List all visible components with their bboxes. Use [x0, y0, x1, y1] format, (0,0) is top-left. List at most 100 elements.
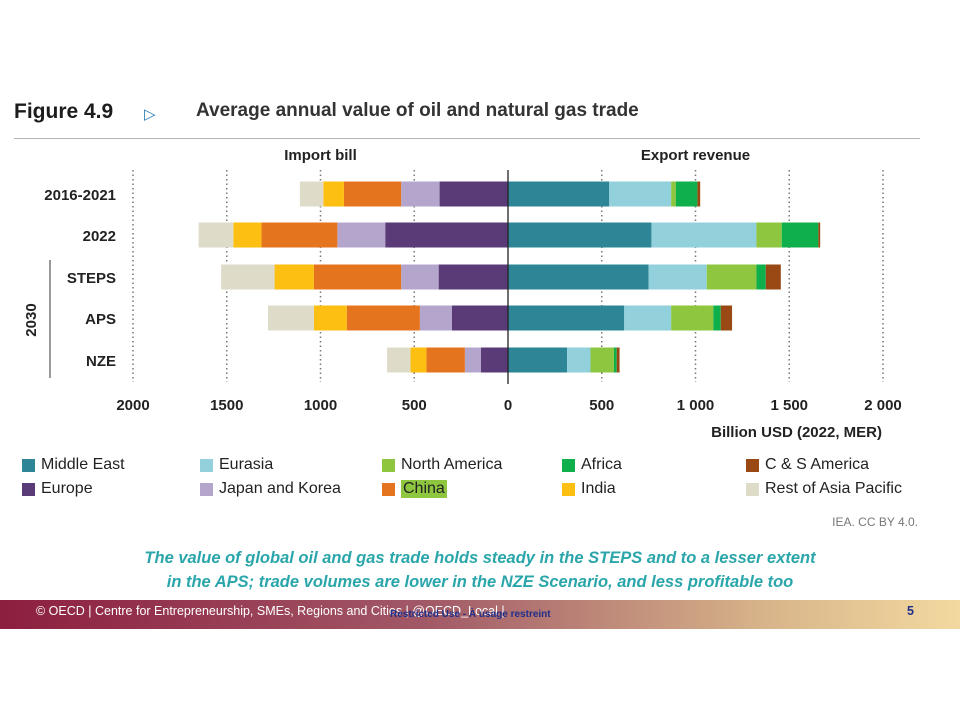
- x-tick-label: 1500: [210, 397, 243, 414]
- bar-import-china: [313, 264, 402, 290]
- legend-item-europe: Europe: [22, 480, 93, 498]
- figure-header: Figure 4.9 ▷ Average annual value of oil…: [14, 98, 920, 139]
- footer-classification: Restricted Use - À usage restreint: [390, 609, 551, 620]
- bar-export-eurasia: [648, 264, 707, 290]
- bar-import-europe: [439, 181, 508, 207]
- bar-export-middle-east: [508, 305, 625, 331]
- bar-export-north-america: [671, 305, 714, 331]
- bar-import-japan-and-korea: [419, 305, 452, 331]
- bar-export-c-s-america: [818, 222, 821, 248]
- bar-import-rest-of-asia-pacific: [198, 222, 234, 248]
- bar-import-japan-and-korea: [401, 264, 439, 290]
- category-label: APS: [85, 311, 116, 328]
- bar-export-c-s-america: [697, 181, 701, 207]
- legend-label: Eurasia: [219, 456, 274, 473]
- legend-label: North America: [401, 456, 503, 473]
- page-number: 5: [907, 604, 914, 618]
- legend-label: Rest of Asia Pacific: [765, 480, 902, 497]
- legend-item-middle-east: Middle East: [22, 456, 125, 474]
- x-tick-label: 500: [402, 397, 427, 414]
- bar-import-india: [274, 264, 314, 290]
- x-tick-label: 1000: [304, 397, 337, 414]
- bar-import-europe: [451, 305, 508, 331]
- x-tick-label: 2 000: [864, 397, 902, 414]
- legend-swatch: [382, 482, 395, 496]
- legend-label: Europe: [41, 480, 93, 497]
- bar-export-africa: [675, 181, 698, 207]
- bar-export-middle-east: [508, 264, 649, 290]
- caption-line-1: The value of global oil and gas trade ho…: [144, 549, 816, 567]
- bar-import-rest-of-asia-pacific: [268, 305, 314, 331]
- legend-swatch: [746, 458, 759, 472]
- group-label-2030: 2030: [23, 303, 40, 336]
- bar-import-europe: [385, 222, 508, 248]
- triangle-arrow-icon: ▷: [144, 106, 156, 123]
- bar-import-india: [233, 222, 262, 248]
- bar-export-c-s-america: [720, 305, 733, 331]
- bar-export-north-america: [590, 347, 614, 373]
- x-tick-label: 1 000: [677, 397, 715, 414]
- bar-import-japan-and-korea: [401, 181, 440, 207]
- bar-export-africa: [781, 222, 819, 248]
- legend-swatch: [22, 458, 35, 472]
- bar-export-north-america: [706, 264, 757, 290]
- bar-export-north-america: [756, 222, 782, 248]
- bar-import-rest-of-asia-pacific: [299, 181, 324, 207]
- legend-swatch: [200, 482, 213, 496]
- x-axis-label: Billion USD (2022, MER): [711, 424, 882, 440]
- bar-import-india: [313, 305, 347, 331]
- legend-label: Africa: [581, 456, 622, 473]
- bar-import-china: [346, 305, 420, 331]
- category-label: NZE: [86, 353, 116, 370]
- panel-label-export: Export revenue: [641, 147, 750, 164]
- legend-label: Middle East: [41, 456, 125, 473]
- legend-label: C & S America: [765, 456, 870, 473]
- bar-export-africa: [756, 264, 766, 290]
- bar-export-eurasia: [567, 347, 591, 373]
- figure-number: Figure 4.9: [14, 100, 114, 123]
- bar-import-europe: [480, 347, 508, 373]
- legend-item-india: India: [562, 480, 616, 498]
- bar-export-eurasia: [651, 222, 757, 248]
- x-tick-label: 2000: [116, 397, 149, 414]
- bar-import-japan-and-korea: [464, 347, 481, 373]
- x-tick-label: 500: [589, 397, 614, 414]
- x-tick-label: 0: [504, 397, 512, 414]
- bar-export-eurasia: [609, 181, 672, 207]
- category-label: 2016-2021: [44, 187, 116, 204]
- bar-import-china: [343, 181, 402, 207]
- legend-swatch: [562, 458, 575, 472]
- bar-export-north-america: [671, 181, 676, 207]
- bar-import-china: [426, 347, 465, 373]
- category-label: 2022: [83, 228, 116, 245]
- legend-item-c-s-america: C & S America: [746, 456, 869, 474]
- bar-import-rest-of-asia-pacific: [221, 264, 275, 290]
- legend-swatch: [22, 482, 35, 496]
- legend-swatch: [746, 482, 759, 496]
- trade-bar-chart: Import bill Export revenue 2016-2021 2022 ST…: [23, 147, 902, 440]
- bar-export-middle-east: [508, 181, 610, 207]
- bar-export-africa: [713, 305, 721, 331]
- legend-item-eurasia: Eurasia: [200, 456, 273, 474]
- bar-export-c-s-america: [765, 264, 781, 290]
- bar-import-india: [410, 347, 427, 373]
- bar-export-middle-east: [508, 222, 652, 248]
- legend-item-north-america: North America: [382, 456, 502, 474]
- bar-export-africa: [613, 347, 617, 373]
- figure-caption: The value of global oil and gas trade ho…: [0, 546, 960, 594]
- legend-swatch: [562, 482, 575, 496]
- legend-label: India: [581, 480, 616, 497]
- bar-import-rest-of-asia-pacific: [387, 347, 411, 373]
- x-tick-label: 1 500: [770, 397, 808, 414]
- panel-label-import: Import bill: [284, 147, 357, 164]
- figure-credit: IEA. CC BY 4.0.: [832, 515, 918, 529]
- legend-swatch: [200, 458, 213, 472]
- legend-label: Japan and Korea: [219, 480, 341, 497]
- bar-export-middle-east: [508, 347, 568, 373]
- bar-export-eurasia: [624, 305, 672, 331]
- bar-import-china: [261, 222, 338, 248]
- bar-import-japan-and-korea: [337, 222, 386, 248]
- slide-footer: © OECD | Centre for Entrepreneurship, SM…: [0, 600, 960, 629]
- bar-import-europe: [438, 264, 508, 290]
- legend-item-china: China: [382, 480, 447, 498]
